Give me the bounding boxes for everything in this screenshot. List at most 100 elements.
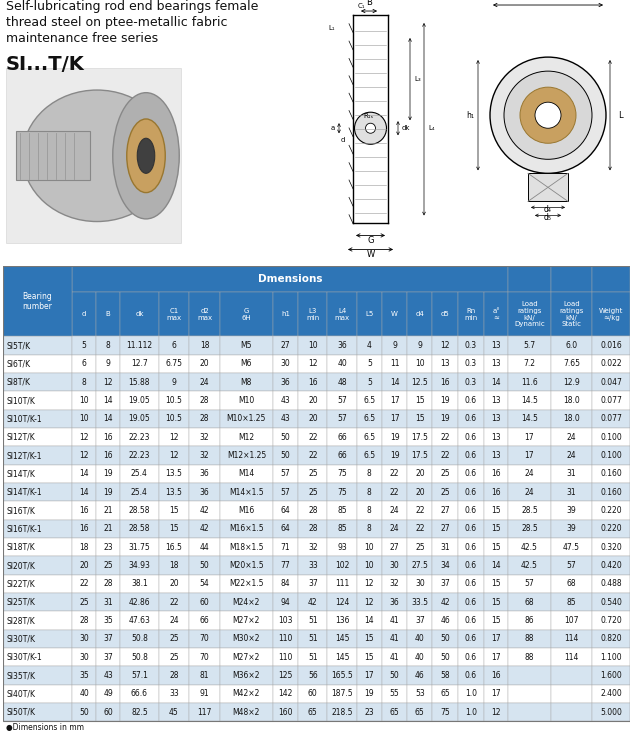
Bar bbox=[189, 612, 220, 630]
Text: 17: 17 bbox=[525, 451, 534, 460]
Text: 15: 15 bbox=[365, 653, 374, 662]
Bar bbox=[273, 520, 298, 538]
Text: 41: 41 bbox=[390, 616, 399, 625]
Bar bbox=[327, 575, 357, 593]
Circle shape bbox=[504, 71, 592, 159]
Bar bbox=[96, 630, 120, 648]
Text: M14: M14 bbox=[238, 470, 254, 478]
Bar bbox=[96, 575, 120, 593]
Bar bbox=[3, 648, 72, 666]
Text: 28.58: 28.58 bbox=[128, 506, 150, 515]
Bar bbox=[159, 575, 189, 593]
Bar bbox=[592, 392, 630, 410]
Bar bbox=[357, 373, 382, 392]
Text: d: d bbox=[341, 137, 345, 144]
Text: 15: 15 bbox=[491, 542, 501, 552]
Text: 6.75: 6.75 bbox=[165, 359, 182, 369]
Bar bbox=[159, 684, 189, 703]
Bar bbox=[96, 373, 120, 392]
Text: 22: 22 bbox=[441, 451, 450, 460]
Bar bbox=[484, 593, 508, 612]
Text: SI12T/K: SI12T/K bbox=[6, 433, 35, 442]
Text: 24: 24 bbox=[525, 488, 534, 497]
Text: 57: 57 bbox=[337, 396, 347, 405]
Text: 37: 37 bbox=[103, 653, 113, 662]
Bar bbox=[189, 703, 220, 721]
Text: d: d bbox=[82, 311, 87, 317]
Text: 24: 24 bbox=[567, 433, 576, 442]
Bar bbox=[159, 612, 189, 630]
Bar bbox=[458, 538, 484, 556]
Text: M6: M6 bbox=[241, 359, 252, 369]
Bar bbox=[120, 392, 159, 410]
Bar bbox=[458, 593, 484, 612]
Text: SI6T/K: SI6T/K bbox=[6, 359, 30, 369]
Text: 14: 14 bbox=[103, 414, 113, 423]
Bar bbox=[298, 630, 327, 648]
Text: 60: 60 bbox=[199, 598, 210, 606]
Bar bbox=[551, 666, 592, 684]
Ellipse shape bbox=[127, 119, 165, 193]
Bar bbox=[508, 630, 551, 648]
Text: L₃: L₃ bbox=[414, 76, 420, 82]
Text: 117: 117 bbox=[197, 708, 211, 717]
Text: M10×1.25: M10×1.25 bbox=[227, 414, 266, 423]
Text: 41: 41 bbox=[390, 653, 399, 662]
Text: 9: 9 bbox=[392, 341, 397, 350]
Bar bbox=[72, 355, 96, 373]
Bar bbox=[189, 520, 220, 538]
Bar bbox=[298, 336, 327, 355]
Bar bbox=[432, 520, 458, 538]
Bar bbox=[508, 336, 551, 355]
Bar bbox=[551, 464, 592, 483]
Bar bbox=[298, 464, 327, 483]
Text: 28: 28 bbox=[308, 506, 318, 515]
Text: 28.5: 28.5 bbox=[521, 506, 538, 515]
Bar bbox=[357, 648, 382, 666]
Text: 28: 28 bbox=[308, 525, 318, 534]
Bar bbox=[458, 483, 484, 501]
Bar bbox=[96, 666, 120, 684]
Text: 16: 16 bbox=[103, 451, 113, 460]
Bar bbox=[298, 575, 327, 593]
Text: d2
max: d2 max bbox=[197, 308, 212, 321]
Bar bbox=[72, 501, 96, 520]
Bar bbox=[432, 464, 458, 483]
Bar bbox=[220, 464, 273, 483]
Text: 14: 14 bbox=[390, 378, 399, 386]
Bar bbox=[551, 538, 592, 556]
Bar bbox=[382, 556, 407, 575]
Text: 43: 43 bbox=[103, 671, 113, 680]
Text: 24: 24 bbox=[200, 378, 210, 386]
Bar bbox=[3, 464, 72, 483]
Bar bbox=[407, 593, 432, 612]
Bar bbox=[327, 373, 357, 392]
Text: SI40T/K: SI40T/K bbox=[6, 690, 35, 698]
Text: 66.6: 66.6 bbox=[131, 690, 148, 698]
Text: 16: 16 bbox=[491, 671, 501, 680]
Text: SI22T/K: SI22T/K bbox=[6, 579, 35, 588]
Bar bbox=[458, 392, 484, 410]
Text: 20: 20 bbox=[308, 396, 318, 405]
Bar bbox=[189, 666, 220, 684]
Text: 0.6: 0.6 bbox=[465, 579, 477, 588]
Bar bbox=[298, 373, 327, 392]
Bar bbox=[432, 666, 458, 684]
Bar bbox=[220, 666, 273, 684]
Bar bbox=[458, 428, 484, 447]
Bar bbox=[458, 630, 484, 648]
Text: 0.420: 0.420 bbox=[600, 561, 622, 570]
Bar bbox=[3, 483, 72, 501]
Bar bbox=[508, 392, 551, 410]
Text: 6.5: 6.5 bbox=[363, 396, 375, 405]
Text: C₁: C₁ bbox=[358, 3, 365, 9]
Text: 28.58: 28.58 bbox=[128, 525, 150, 534]
Text: 0.6: 0.6 bbox=[465, 506, 477, 515]
Text: 114: 114 bbox=[564, 634, 579, 643]
Bar bbox=[273, 410, 298, 428]
Bar bbox=[592, 630, 630, 648]
Bar bbox=[96, 538, 120, 556]
Bar bbox=[72, 266, 508, 292]
Bar bbox=[592, 410, 630, 428]
Text: 8: 8 bbox=[82, 378, 87, 386]
